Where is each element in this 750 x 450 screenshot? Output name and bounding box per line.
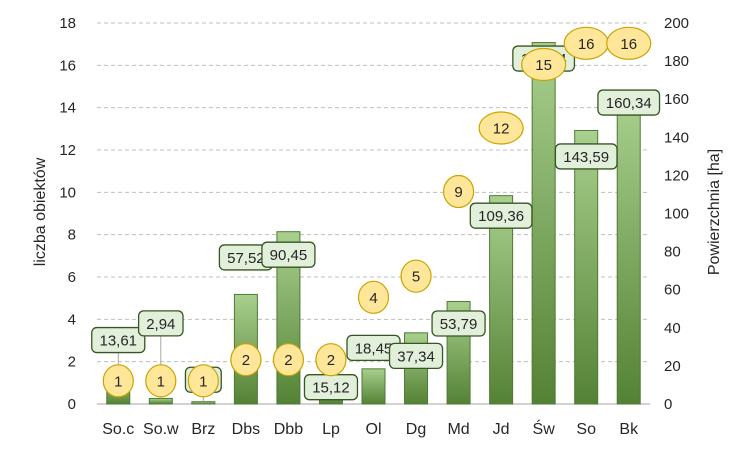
count-marker	[187, 364, 219, 398]
category-label: Bk	[619, 421, 639, 438]
count-marker	[400, 259, 432, 293]
count-marker	[521, 47, 567, 82]
left-axis-title: liczba obiektów	[32, 157, 49, 266]
left-tick-label: 14	[59, 100, 76, 117]
count-value-label: 2	[284, 352, 292, 369]
right-axis-title: Powierzchnia [ha]	[706, 149, 723, 275]
count-value-label: 2	[327, 352, 335, 369]
area-value-label: 15,12	[312, 380, 350, 397]
area-value-label: 57,52	[227, 250, 265, 267]
count-marker	[357, 280, 390, 314]
category-axis: So.c So.w Brz Dbs Dbb Lp Ol Dg Md Jd Św So Bk	[102, 419, 639, 438]
category-label: So	[576, 421, 596, 438]
category-label: Dbs	[232, 421, 260, 438]
area-value-label: 37,34	[397, 348, 435, 365]
count-marker	[272, 343, 305, 377]
right-tick-label: 140	[664, 129, 689, 146]
count-value-label: 15	[535, 57, 552, 74]
area-value-label: 18,45	[355, 340, 393, 357]
area-bar	[531, 42, 556, 405]
area-value-label: 2,94	[146, 316, 175, 333]
area-value-label: 53,79	[440, 316, 478, 333]
area-bar	[489, 195, 514, 405]
left-tick-label: 8	[68, 227, 76, 244]
gridlines	[97, 22, 650, 405]
count-value-label: 16	[620, 36, 637, 53]
count-value-label: 2	[242, 352, 250, 369]
category-label: Jd	[493, 421, 510, 438]
count-marker	[102, 364, 134, 398]
area-label-box	[261, 241, 316, 268]
count-value-label: 1	[157, 373, 165, 390]
category-label: So.c	[102, 421, 134, 438]
area-label-box	[431, 310, 486, 337]
area-label-box	[137, 310, 184, 337]
category-label: Brz	[191, 421, 215, 438]
right-tick-label: 100	[664, 206, 689, 223]
left-tick-label: 16	[59, 57, 76, 74]
area-value-label: 143,59	[563, 149, 609, 166]
left-tick-label: 6	[68, 269, 76, 286]
left-axis: 0 2 4 6 8 10 12 14 16 18	[59, 15, 76, 413]
category-label: So.w	[143, 421, 179, 438]
left-tick-label: 0	[68, 396, 76, 413]
area-value-label: 109,36	[478, 208, 524, 225]
right-tick-label: 120	[664, 167, 689, 184]
area-label-box	[91, 326, 146, 354]
category-label: Dg	[406, 421, 426, 438]
category-label: Dbb	[274, 421, 303, 438]
count-value-label: 9	[454, 184, 462, 201]
category-label: Św	[533, 419, 556, 438]
right-tick-label: 200	[664, 15, 689, 32]
left-tick-label: 18	[59, 15, 76, 32]
count-value-label: 1	[199, 373, 207, 390]
area-label-box	[554, 143, 618, 170]
area-value-label: 160,34	[606, 95, 652, 112]
right-tick-label: 80	[664, 244, 681, 261]
right-tick-label: 60	[664, 282, 681, 299]
area-label-box	[388, 342, 444, 370]
left-tick-label: 12	[59, 142, 76, 159]
area-value-label: 13,61	[99, 333, 137, 350]
area-bar	[616, 98, 641, 405]
count-marker	[230, 343, 262, 377]
area-bar	[191, 401, 216, 405]
right-tick-label: 20	[664, 358, 681, 375]
right-tick-label: 0	[664, 396, 672, 413]
left-tick-label: 10	[59, 184, 76, 201]
area-bar	[574, 129, 599, 405]
count-marker	[442, 174, 475, 209]
count-marker	[606, 26, 652, 60]
count-value-label: 4	[369, 290, 377, 307]
count-value-label: 5	[412, 269, 420, 286]
area-bar	[361, 368, 386, 405]
category-label: Lp	[322, 421, 340, 438]
area-value-label: 90,45	[270, 247, 308, 264]
left-tick-label: 2	[68, 354, 76, 371]
category-label: Ol	[366, 421, 382, 438]
count-value-label: 12	[493, 121, 510, 138]
category-label: Md	[447, 421, 469, 438]
area-bar	[148, 397, 173, 405]
right-tick-label: 40	[664, 320, 681, 337]
count-marker	[478, 111, 524, 145]
right-tick-label: 180	[664, 53, 689, 70]
count-value-label: 16	[578, 36, 595, 53]
data-labels: 13,612,941,257,5290,4515,1218,4537,3453,…	[91, 26, 661, 402]
right-tick-label: 160	[664, 91, 689, 108]
area-label-box	[469, 202, 533, 229]
area-label-box	[597, 89, 661, 116]
count-marker	[145, 364, 177, 398]
left-tick-label: 4	[68, 311, 76, 328]
right-axis: 0 20 40 60 80 100 120 140 160 180 200	[664, 15, 689, 413]
count-value-label: 1	[114, 373, 122, 390]
count-marker	[315, 343, 347, 377]
